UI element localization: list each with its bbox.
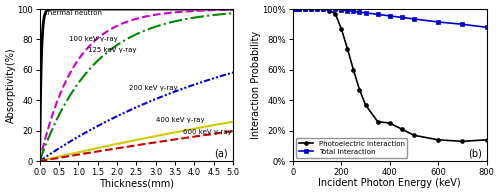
- Total Interaction: [435, 21, 441, 23]
- Photoelectric Interaction: [314, 8, 320, 10]
- Total Interaction: [326, 8, 332, 10]
- Total Interaction: [386, 15, 392, 17]
- Y-axis label: Absorptivity(%): Absorptivity(%): [6, 47, 16, 123]
- Text: (a): (a): [214, 148, 228, 158]
- Total Interaction: [374, 13, 380, 16]
- Photoelectric Interaction: [386, 122, 392, 124]
- Line: Photoelectric Interaction: Photoelectric Interaction: [294, 7, 488, 143]
- Text: (b): (b): [468, 148, 481, 158]
- Total Interaction: [332, 8, 338, 10]
- Photoelectric Interaction: [374, 120, 380, 123]
- Text: 200 keV γ-ray: 200 keV γ-ray: [128, 85, 178, 91]
- Photoelectric Interaction: [296, 8, 302, 10]
- Total Interaction: [350, 10, 356, 12]
- Text: 600 keV γ-ray: 600 keV γ-ray: [183, 129, 232, 135]
- Total Interaction: [411, 18, 417, 20]
- Line: Total Interaction: Total Interaction: [294, 7, 488, 29]
- Photoelectric Interaction: [344, 47, 350, 50]
- Total Interaction: [362, 12, 368, 14]
- Total Interaction: [344, 10, 350, 12]
- Photoelectric Interaction: [338, 28, 344, 30]
- Photoelectric Interaction: [350, 69, 356, 71]
- Total Interaction: [308, 8, 314, 10]
- Text: 400 keV γ-ray: 400 keV γ-ray: [156, 117, 204, 123]
- Photoelectric Interaction: [460, 140, 466, 143]
- Photoelectric Interaction: [411, 134, 417, 136]
- Total Interaction: [399, 16, 405, 19]
- Photoelectric Interaction: [435, 139, 441, 141]
- Total Interaction: [320, 8, 326, 10]
- Photoelectric Interaction: [399, 128, 405, 130]
- Text: thermal neutron: thermal neutron: [46, 10, 102, 16]
- Total Interaction: [338, 9, 344, 11]
- Total Interaction: [292, 8, 298, 10]
- Photoelectric Interaction: [356, 88, 362, 91]
- Total Interaction: [460, 23, 466, 25]
- Photoelectric Interaction: [362, 104, 368, 106]
- Photoelectric Interaction: [320, 8, 326, 10]
- Total Interaction: [302, 8, 308, 10]
- Text: 100 keV γ-ray: 100 keV γ-ray: [68, 36, 117, 42]
- Total Interaction: [356, 11, 362, 13]
- Photoelectric Interaction: [332, 12, 338, 15]
- Text: 125 keV γ-ray: 125 keV γ-ray: [88, 47, 136, 53]
- X-axis label: Thickness(mm): Thickness(mm): [99, 178, 174, 188]
- Legend: Photoelectric Interaction, Total Interaction: Photoelectric Interaction, Total Interac…: [296, 138, 408, 158]
- Photoelectric Interaction: [302, 8, 308, 10]
- Photoelectric Interaction: [326, 10, 332, 12]
- Photoelectric Interaction: [308, 8, 314, 10]
- Total Interaction: [314, 8, 320, 10]
- Y-axis label: Interaction Probability: Interaction Probability: [251, 31, 261, 139]
- Photoelectric Interaction: [292, 8, 298, 10]
- Total Interaction: [484, 26, 490, 29]
- X-axis label: Incident Photon Energy (keV): Incident Photon Energy (keV): [318, 178, 461, 188]
- Photoelectric Interaction: [484, 139, 490, 141]
- Total Interaction: [296, 8, 302, 10]
